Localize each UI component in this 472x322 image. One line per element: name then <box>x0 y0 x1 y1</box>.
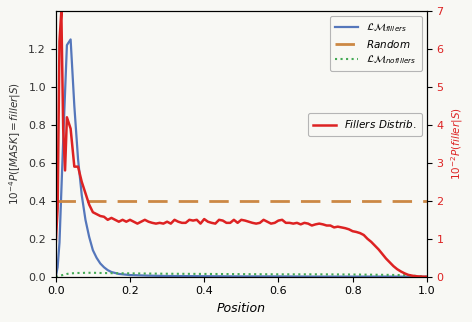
X-axis label: Position: Position <box>217 302 266 315</box>
Y-axis label: $10^{-2}P(filler|S)$: $10^{-2}P(filler|S)$ <box>449 108 465 180</box>
Legend: $\mathit{Fillers\ Distrib.}$: $\mathit{Fillers\ Distrib.}$ <box>308 113 421 136</box>
Y-axis label: $10^{-4}P([MASK] = filler|S)$: $10^{-4}P([MASK] = filler|S)$ <box>7 82 23 205</box>
